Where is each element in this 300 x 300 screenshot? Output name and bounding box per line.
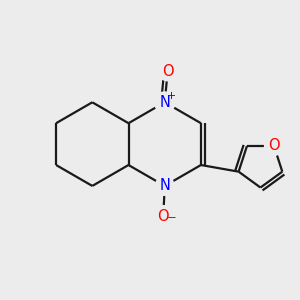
- Text: N: N: [159, 178, 170, 194]
- Text: O: O: [268, 139, 280, 154]
- Text: −: −: [166, 211, 176, 224]
- Text: N: N: [159, 95, 170, 110]
- Circle shape: [265, 136, 284, 155]
- Circle shape: [158, 62, 177, 81]
- Text: +: +: [167, 91, 176, 101]
- Text: O: O: [158, 209, 169, 224]
- Circle shape: [154, 92, 175, 112]
- Circle shape: [155, 176, 174, 195]
- Circle shape: [152, 206, 174, 228]
- Text: O: O: [162, 64, 173, 79]
